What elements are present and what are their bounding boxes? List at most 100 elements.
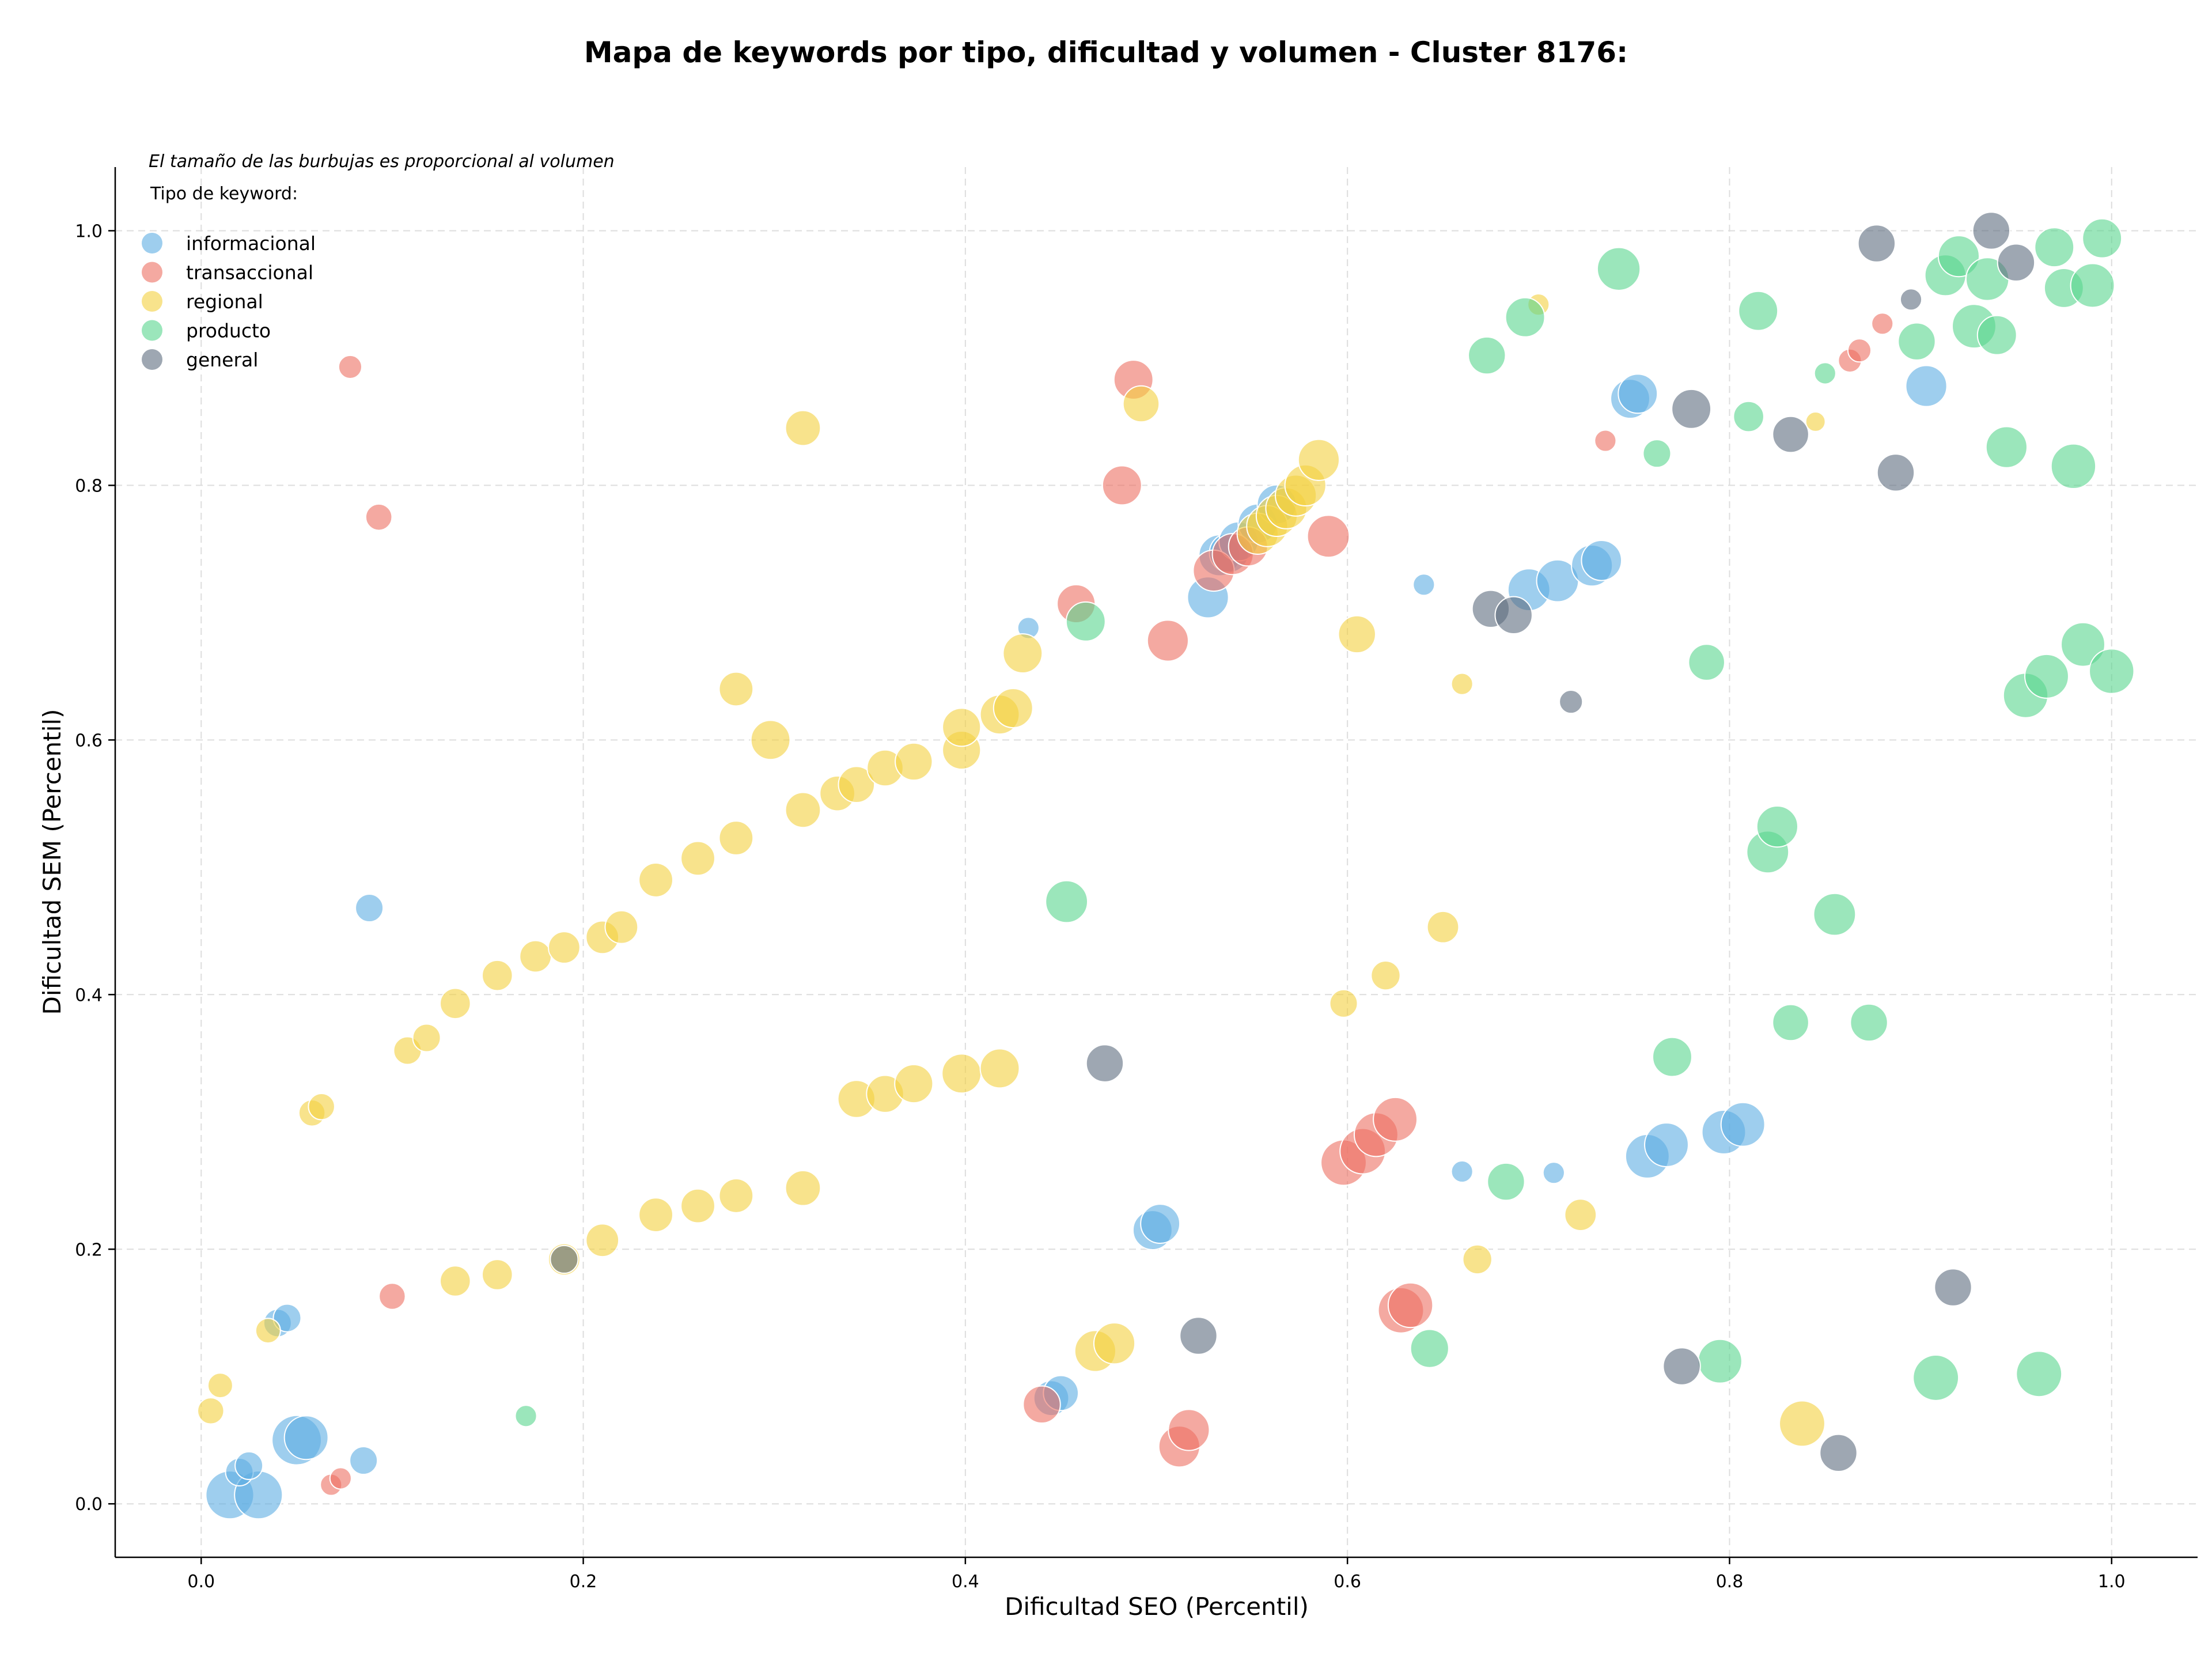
bubble-general bbox=[1179, 1316, 1218, 1355]
bubble-transaccional bbox=[1847, 338, 1872, 363]
bubble-producto bbox=[2016, 1350, 2063, 1398]
bubble-regional bbox=[548, 931, 581, 964]
y-tick-label: 0.2 bbox=[75, 1240, 103, 1260]
axes bbox=[114, 167, 2198, 1558]
bubble-producto bbox=[1850, 1003, 1888, 1042]
bubble-producto bbox=[1985, 426, 2028, 468]
bubble-producto bbox=[1410, 1329, 1449, 1368]
legend-label-producto: producto bbox=[186, 320, 271, 342]
bubble-informacional bbox=[272, 1303, 302, 1333]
bubble-producto bbox=[1738, 290, 1779, 331]
bubble-size-note: El tamaño de las burbujas es proporciona… bbox=[149, 152, 615, 172]
bubble-regional bbox=[207, 1372, 233, 1399]
bubble-general bbox=[1857, 224, 1896, 263]
bubble-transaccional bbox=[378, 1282, 406, 1310]
bubble-producto bbox=[1976, 315, 2017, 355]
bubble-regional bbox=[519, 940, 552, 973]
bubble-general bbox=[1876, 453, 1915, 492]
bubble-transaccional bbox=[338, 354, 363, 380]
bubble-general bbox=[1997, 243, 2036, 282]
bubble-regional bbox=[585, 1223, 620, 1258]
bubble-informacional bbox=[1905, 365, 1948, 407]
bubble-producto bbox=[2082, 218, 2123, 259]
bubble-regional bbox=[1805, 411, 1826, 432]
bubble-informacional bbox=[1581, 540, 1623, 581]
bubble-informacional bbox=[349, 1446, 378, 1475]
chart-title: Mapa de keywords por tipo, dificultad y … bbox=[584, 36, 1628, 69]
bubbles bbox=[197, 211, 2135, 1520]
bubble-regional bbox=[308, 1092, 335, 1121]
bubble-informacional bbox=[1720, 1102, 1766, 1147]
bubble-regional bbox=[1297, 438, 1340, 481]
bubble-regional bbox=[440, 1265, 471, 1297]
bubble-regional bbox=[785, 792, 821, 828]
bubble-regional bbox=[197, 1397, 225, 1425]
x-axis-label: Dificultad SEO (Percentil) bbox=[1005, 1592, 1309, 1621]
bubble-transaccional bbox=[1594, 429, 1617, 452]
grid bbox=[115, 167, 2198, 1557]
ticks: 0.0 0.2 0.4 0.6 0.8 1.0 0.0 0.2 0.4 0.6 0.8 1.0 bbox=[75, 221, 2125, 1592]
x-tick-label: 1.0 bbox=[2098, 1572, 2126, 1592]
bubble-transaccional bbox=[1146, 619, 1189, 662]
bubble-producto bbox=[1912, 1354, 1960, 1401]
bubble-regional bbox=[482, 959, 513, 992]
legend: informacional transaccional regional produc… bbox=[142, 232, 316, 371]
legend-label-regional: regional bbox=[186, 290, 263, 313]
bubble-regional bbox=[718, 1178, 754, 1213]
bubble-regional bbox=[680, 1188, 715, 1224]
legend-title: Tipo de keyword: bbox=[150, 184, 298, 204]
bubble-regional bbox=[1329, 989, 1358, 1018]
x-tick-label: 0.0 bbox=[187, 1572, 215, 1592]
bubble-producto bbox=[1596, 247, 1641, 291]
bubble-producto bbox=[1756, 805, 1798, 848]
bubble-general bbox=[1772, 415, 1809, 453]
bubble-producto bbox=[2070, 263, 2115, 308]
bubble-regional bbox=[718, 671, 754, 707]
bubble-regional bbox=[1779, 1400, 1825, 1447]
bubble-producto bbox=[1813, 892, 1857, 936]
y-tick-label: 0.8 bbox=[75, 476, 103, 496]
legend-marker-producto bbox=[142, 320, 162, 341]
bubble-regional bbox=[1002, 633, 1043, 674]
y-tick-label: 0.0 bbox=[75, 1494, 103, 1515]
bubble-general bbox=[550, 1244, 579, 1274]
bubble-regional bbox=[1450, 672, 1474, 695]
legend-label-transaccional: transaccional bbox=[186, 262, 313, 284]
bubble-informacional bbox=[1542, 1161, 1565, 1185]
bubble-general bbox=[1899, 288, 1923, 311]
bubble-producto bbox=[1937, 235, 1980, 278]
bubble-transaccional bbox=[1387, 1282, 1434, 1329]
bubble-producto bbox=[2089, 648, 2135, 694]
bubble-regional bbox=[1338, 615, 1376, 654]
bubble-regional bbox=[895, 742, 933, 781]
y-tick-label: 1.0 bbox=[75, 221, 103, 241]
bubble-producto bbox=[1505, 297, 1546, 338]
y-axis-label: Dificultad SEM (Percentil) bbox=[38, 709, 66, 1015]
bubble-general bbox=[1559, 689, 1584, 714]
bubble-regional bbox=[1093, 1322, 1136, 1365]
bubble-regional bbox=[440, 987, 471, 1020]
bubble-regional bbox=[255, 1318, 281, 1344]
bubble-producto bbox=[1897, 322, 1936, 361]
bubble-regional bbox=[750, 720, 791, 760]
bubble-regional bbox=[1564, 1198, 1597, 1231]
bubble-transaccional bbox=[365, 503, 393, 531]
bubble-producto bbox=[1642, 439, 1672, 468]
legend-marker-general bbox=[142, 349, 162, 370]
bubble-producto bbox=[2024, 653, 2069, 699]
bubble-regional bbox=[1462, 1244, 1493, 1275]
bubble-regional bbox=[979, 1048, 1020, 1089]
bubble-regional bbox=[785, 410, 821, 447]
y-tick-label: 0.6 bbox=[75, 731, 103, 751]
bubble-informacional bbox=[1140, 1204, 1181, 1244]
bubble-producto bbox=[2050, 443, 2097, 489]
x-tick-label: 0.2 bbox=[570, 1572, 597, 1592]
bubble-producto bbox=[1487, 1162, 1525, 1201]
bubble-transaccional bbox=[1168, 1409, 1210, 1451]
bubble-general bbox=[1972, 211, 2011, 250]
bubble-transaccional bbox=[1871, 312, 1894, 335]
bubble-regional bbox=[638, 1197, 673, 1232]
bubble-regional bbox=[838, 766, 876, 804]
bubble-regional bbox=[638, 862, 673, 898]
bubble-producto bbox=[1772, 1004, 1809, 1042]
